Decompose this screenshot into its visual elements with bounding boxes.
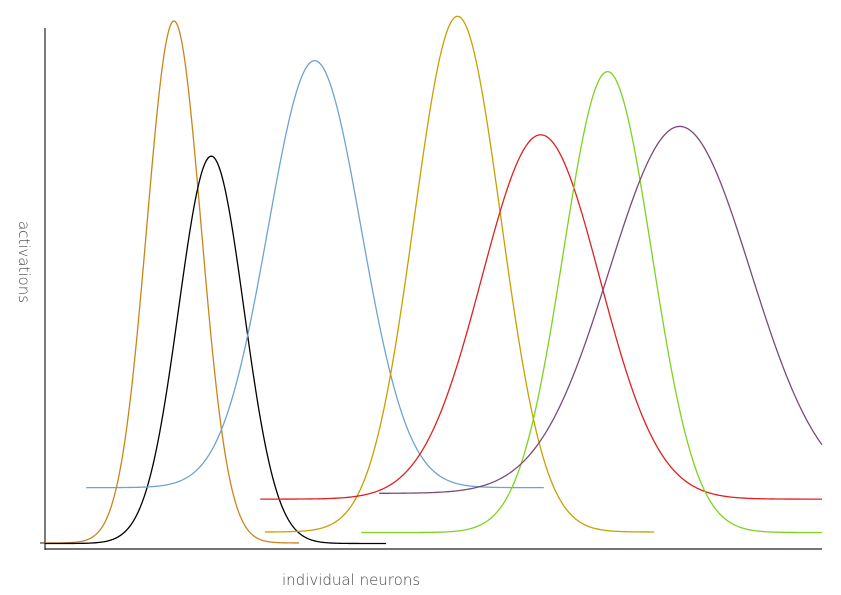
activation-curve-5 — [260, 134, 822, 500]
activation-curve-7 — [379, 125, 823, 494]
activation-curve-2 — [45, 155, 387, 545]
curve-group — [45, 15, 823, 545]
activation-curve-6 — [361, 71, 822, 534]
x-axis-label: individual neurons — [282, 571, 421, 589]
activation-curve-1 — [45, 20, 300, 544]
activation-curve-3 — [86, 59, 544, 489]
y-axis-label: activations — [15, 220, 33, 304]
activation-curve-4 — [264, 15, 655, 533]
